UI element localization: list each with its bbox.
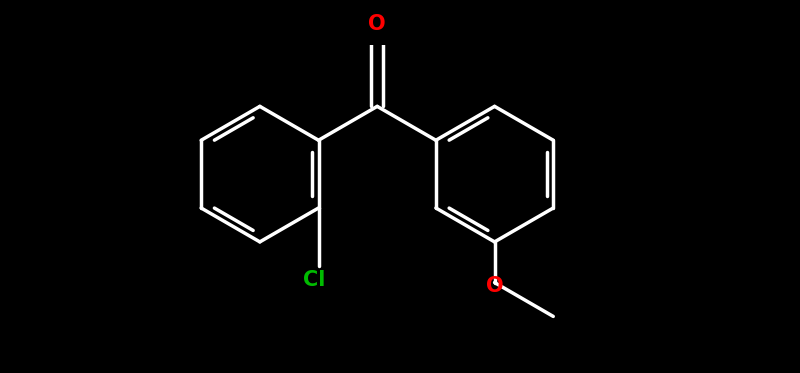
Text: Cl: Cl bbox=[303, 270, 326, 290]
Text: O: O bbox=[486, 276, 503, 296]
Text: O: O bbox=[369, 14, 386, 34]
